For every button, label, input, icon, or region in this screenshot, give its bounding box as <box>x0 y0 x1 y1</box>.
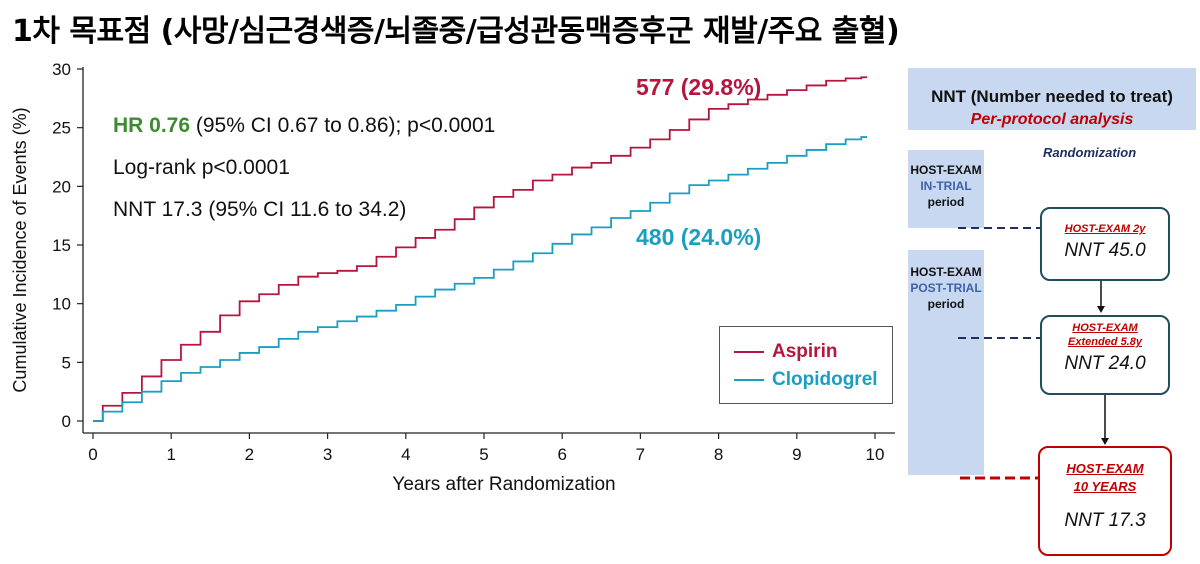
nnt-header: NNT (Number needed to treat) Per-protoco… <box>908 68 1196 130</box>
post-trial-period: HOST-EXAM POST-TRIAL period <box>908 250 984 475</box>
x-tick-label-7: 7 <box>636 445 645 464</box>
y-axis-label: Cumulative Incidence of Events (%) <box>10 107 30 392</box>
in-trial-line1: HOST-EXAM <box>910 163 982 177</box>
x-tick-label-5: 5 <box>479 445 488 464</box>
legend-item-clopidogrel: Clopidogrel <box>734 369 878 391</box>
x-tick-label-3: 3 <box>323 445 332 464</box>
clopidogrel-end-label: 480 (24.0%) <box>636 224 762 250</box>
hr-value: HR 0.76 <box>113 114 191 137</box>
nnt-header-title: NNT (Number needed to treat) <box>931 87 1173 106</box>
x-tick-label-6: 6 <box>557 445 566 464</box>
nnt-box-10y-value: NNT 17.3 <box>1064 510 1146 531</box>
km-chart: 0 5 10 15 20 25 30 0 1 2 3 4 5 6 7 8 9 10 Years after Rand… <box>10 60 895 495</box>
legend-item-aspirin: Aspirin <box>734 341 837 363</box>
nnt-box-10y: HOST-EXAM 10 YEARS NNT 17.3 <box>1038 446 1172 556</box>
nnt-box-extended: HOST-EXAM Extended 5.8y NNT 24.0 <box>1040 315 1170 395</box>
nnt-stat: NNT 17.3 (95% CI 11.6 to 34.2) <box>113 198 407 221</box>
nnt-box-extended-value: NNT 24.0 <box>1064 353 1146 374</box>
chart-legend: Aspirin Clopidogrel <box>719 326 893 404</box>
post-trial-line2: POST-TRIAL <box>910 281 982 295</box>
x-tick-label-8: 8 <box>714 445 723 464</box>
hr-stat: HR 0.76 (95% CI 0.67 to 0.86); p<0.0001 <box>113 114 495 138</box>
aspirin-end-label: 577 (29.8%) <box>636 74 762 100</box>
hr-ci: (95% CI 0.67 to 0.86); p<0.0001 <box>190 114 496 137</box>
in-trial-period: HOST-EXAM IN-TRIAL period <box>908 150 984 228</box>
series-line-clopidogrel <box>93 136 868 422</box>
nnt-header-subtitle: Per-protocol analysis <box>970 111 1134 128</box>
post-trial-line3: period <box>927 297 965 311</box>
x-axis-label: Years after Randomization <box>392 474 615 495</box>
y-tick-label-6: 30 <box>52 60 71 79</box>
y-tick-label-0: 0 <box>62 412 71 431</box>
nnt-box-extended-tag1: HOST-EXAM <box>1072 322 1138 334</box>
x-tick-label-1: 1 <box>166 445 175 464</box>
nnt-box-extended-tag2: Extended 5.8y <box>1068 336 1142 348</box>
nnt-box-10y-tag1: HOST-EXAM <box>1066 461 1144 476</box>
x-tick-label-4: 4 <box>401 445 410 464</box>
y-tick-label-4: 20 <box>52 177 71 196</box>
y-tick-label-1: 5 <box>62 353 71 372</box>
arrow-2-head <box>1101 438 1109 445</box>
y-tick-label-5: 25 <box>52 119 71 138</box>
nnt-box-2y-tag: HOST-EXAM 2y <box>1064 223 1146 235</box>
logrank-stat: Log-rank p<0.0001 <box>113 156 290 179</box>
in-trial-line2: IN-TRIAL <box>920 179 972 193</box>
in-trial-line3: period <box>927 195 965 209</box>
legend-swatch-clopidogrel <box>734 379 764 381</box>
post-trial-line1: HOST-EXAM <box>910 265 982 279</box>
x-tick-label-9: 9 <box>792 445 801 464</box>
legend-swatch-aspirin <box>734 351 764 353</box>
nnt-box-10y-tag2: 10 YEARS <box>1073 479 1137 494</box>
legend-label-clopidogrel: Clopidogrel <box>772 369 878 390</box>
x-tick-label-0: 0 <box>88 445 97 464</box>
arrow-1-head <box>1097 306 1105 313</box>
x-tick-label-2: 2 <box>245 445 254 464</box>
x-tick-label-10: 10 <box>866 445 885 464</box>
y-tick-label-3: 15 <box>52 236 71 255</box>
randomization-label: Randomization <box>1043 145 1137 160</box>
series-line-aspirin <box>93 76 868 422</box>
page-title: 1차 목표점 (사망/심근경색증/뇌졸중/급성관동맥증후군 재발/주요 출혈) <box>12 14 900 49</box>
nnt-box-2y-value: NNT 45.0 <box>1064 240 1146 261</box>
legend-label-aspirin: Aspirin <box>772 341 838 362</box>
y-tick-label-2: 10 <box>52 295 71 314</box>
nnt-box-2y: HOST-EXAM 2y NNT 45.0 <box>1040 207 1170 281</box>
